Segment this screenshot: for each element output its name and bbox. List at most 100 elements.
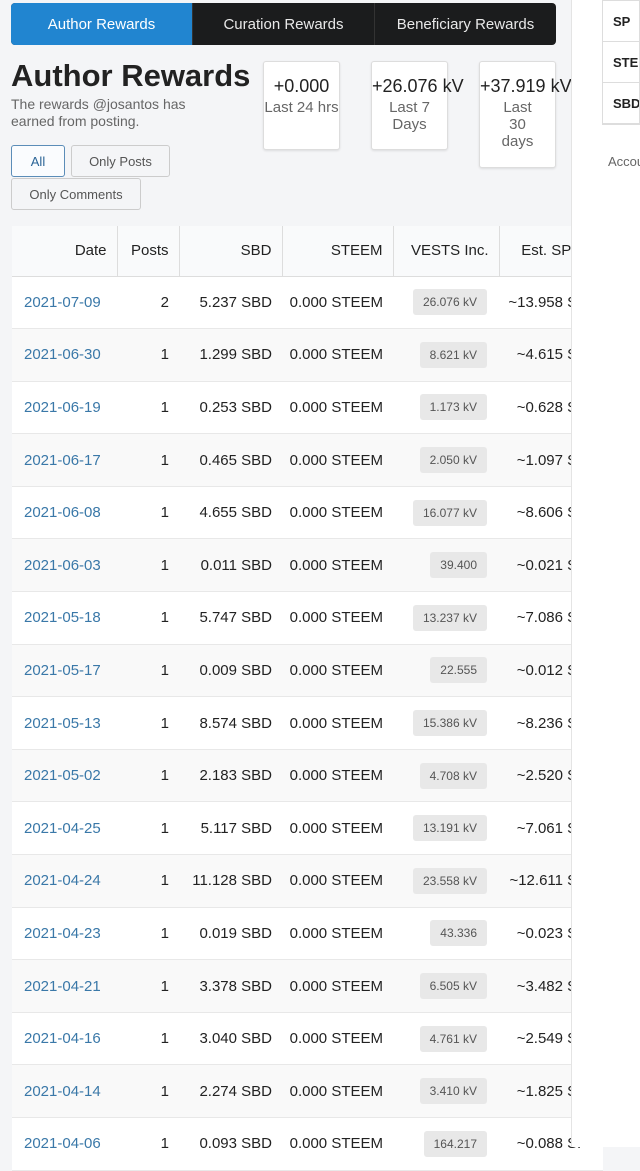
steem-cell: 0.000 STEEM bbox=[282, 801, 393, 856]
posts-cell: 1 bbox=[117, 328, 179, 382]
sbd-cell: 0.019 SBD bbox=[179, 907, 282, 961]
table-row: 2021-06-17 1 0.465 SBD 0.000 STEEM 2.050 kV ~… bbox=[12, 433, 603, 487]
table-row: 2021-05-13 1 8.574 SBD 0.000 STEEM 15.386 kV… bbox=[12, 696, 603, 750]
date-link[interactable]: 2021-04-25 bbox=[12, 801, 117, 856]
sbd-cell: 3.040 SBD bbox=[179, 1012, 282, 1066]
table-row: 2021-06-03 1 0.011 SBD 0.000 STEEM 39.400 ~0.… bbox=[12, 538, 603, 593]
table-row: 2021-06-19 1 0.253 SBD 0.000 STEEM 1.173 kV ~… bbox=[12, 381, 603, 435]
steem-cell: 0.000 STEEM bbox=[282, 486, 393, 540]
stat-label: Last 30 days bbox=[501, 99, 534, 150]
table-row: 2021-06-08 1 4.655 SBD 0.000 STEEM 16.077 kV… bbox=[12, 486, 603, 540]
column-header[interactable]: VESTS Inc. bbox=[393, 226, 500, 277]
date-link[interactable]: 2021-05-02 bbox=[12, 749, 117, 803]
date-link[interactable]: 2021-04-06 bbox=[12, 1117, 117, 1171]
vests-cell: 26.076 kV bbox=[393, 276, 499, 330]
vests-badge: 13.237 kV bbox=[412, 604, 487, 631]
vests-badge: 13.191 kV bbox=[412, 815, 487, 842]
date-link[interactable]: 2021-06-08 bbox=[12, 486, 117, 540]
page-title: Author Rewards bbox=[11, 58, 251, 93]
sbd-cell: 2.274 SBD bbox=[179, 1064, 282, 1118]
date-link[interactable]: 2021-05-17 bbox=[12, 644, 117, 698]
date-link[interactable]: 2021-05-18 bbox=[12, 591, 117, 645]
date-link[interactable]: 2021-06-30 bbox=[12, 328, 117, 382]
vests-badge: 23.558 kV bbox=[412, 867, 487, 894]
rewards-tabs: Author Rewards Curation Rewards Benefici… bbox=[11, 3, 556, 45]
vests-badge: 2.050 kV bbox=[419, 447, 487, 474]
page-subtitle: The rewards @josantos has earned from po… bbox=[11, 96, 186, 129]
vests-cell: 16.077 kV bbox=[393, 486, 499, 540]
sbd-cell: 1.299 SBD bbox=[179, 328, 282, 382]
vests-cell: 43.336 bbox=[393, 907, 499, 961]
vests-cell: 15.386 kV bbox=[393, 696, 499, 750]
vests-badge: 6.505 kV bbox=[419, 973, 487, 1000]
date-link[interactable]: 2021-06-19 bbox=[12, 381, 117, 435]
sbd-cell: 0.253 SBD bbox=[179, 381, 282, 435]
vests-badge: 4.761 kV bbox=[419, 1025, 487, 1052]
column-header[interactable]: Date bbox=[12, 226, 118, 277]
vests-cell: 2.050 kV bbox=[393, 433, 499, 487]
vests-cell: 3.410 kV bbox=[393, 1064, 499, 1118]
vests-badge: 39.400 bbox=[430, 552, 487, 579]
date-link[interactable]: 2021-06-03 bbox=[12, 538, 117, 593]
sbd-cell: 5.117 SBD bbox=[179, 801, 282, 856]
date-link[interactable]: 2021-04-23 bbox=[12, 907, 117, 961]
vests-cell: 39.400 bbox=[393, 538, 499, 593]
table-row: 2021-05-18 1 5.747 SBD 0.000 STEEM 13.237 kV… bbox=[12, 591, 603, 645]
vests-cell: 4.708 kV bbox=[393, 749, 499, 803]
column-header[interactable]: Posts bbox=[117, 226, 180, 277]
posts-cell: 1 bbox=[117, 538, 179, 593]
balance-row-sp: SP bbox=[603, 1, 639, 42]
tab-beneficiary-rewards[interactable]: Beneficiary Rewards bbox=[374, 3, 556, 45]
posts-cell: 1 bbox=[117, 696, 179, 750]
steem-cell: 0.000 STEEM bbox=[282, 1012, 393, 1066]
date-link[interactable]: 2021-04-21 bbox=[12, 959, 117, 1013]
stat-last-24h: +0.000 Last 24 hrs bbox=[263, 61, 340, 150]
steem-cell: 0.000 STEEM bbox=[282, 959, 393, 1013]
table-row: 2021-05-17 1 0.009 SBD 0.000 STEEM 22.555 ~0.… bbox=[12, 644, 603, 698]
tab-curation-rewards[interactable]: Curation Rewards bbox=[192, 3, 374, 45]
date-link[interactable]: 2021-05-13 bbox=[12, 696, 117, 750]
table-row: 2021-04-21 1 3.378 SBD 0.000 STEEM 6.505 kV ~… bbox=[12, 959, 603, 1013]
column-header[interactable]: SBD bbox=[179, 226, 283, 277]
date-link[interactable]: 2021-07-09 bbox=[12, 276, 117, 330]
filter-all-button[interactable]: All bbox=[11, 145, 65, 177]
steem-cell: 0.000 STEEM bbox=[282, 433, 393, 487]
steem-cell: 0.000 STEEM bbox=[282, 276, 393, 330]
table-row: 2021-07-09 2 5.237 SBD 0.000 STEEM 26.076 kV… bbox=[12, 276, 603, 330]
steem-cell: 0.000 STEEM bbox=[282, 696, 393, 750]
main-panel: Author Rewards Curation Rewards Benefici… bbox=[11, 3, 603, 1171]
date-link[interactable]: 2021-04-16 bbox=[12, 1012, 117, 1066]
vests-cell: 13.237 kV bbox=[393, 591, 499, 645]
date-link[interactable]: 2021-06-17 bbox=[12, 433, 117, 487]
sbd-cell: 8.574 SBD bbox=[179, 696, 282, 750]
stat-value: +37.919 kV bbox=[480, 76, 572, 96]
date-link[interactable]: 2021-04-14 bbox=[12, 1064, 117, 1118]
filter-only-comments-button[interactable]: Only Comments bbox=[11, 178, 141, 210]
vests-badge: 164.217 bbox=[423, 1130, 487, 1157]
sbd-cell: 0.465 SBD bbox=[179, 433, 282, 487]
posts-cell: 1 bbox=[117, 959, 179, 1013]
posts-cell: 1 bbox=[117, 1064, 179, 1118]
filter-only-posts-button[interactable]: Only Posts bbox=[71, 145, 170, 177]
steem-cell: 0.000 STEEM bbox=[282, 749, 393, 803]
vests-badge: 26.076 kV bbox=[412, 289, 487, 316]
balance-row-sbd: SBD bbox=[603, 83, 639, 124]
steem-cell: 0.000 STEEM bbox=[282, 854, 393, 908]
vests-badge: 16.077 kV bbox=[412, 499, 487, 526]
steem-cell: 0.000 STEEM bbox=[282, 381, 393, 435]
vests-badge: 8.621 kV bbox=[419, 341, 487, 368]
vests-cell: 6.505 kV bbox=[393, 959, 499, 1013]
tab-author-rewards[interactable]: Author Rewards bbox=[11, 3, 192, 45]
steem-cell: 0.000 STEEM bbox=[282, 907, 393, 961]
column-header[interactable]: STEEM bbox=[282, 226, 394, 277]
date-link[interactable]: 2021-04-24 bbox=[12, 854, 117, 908]
table-row: 2021-04-25 1 5.117 SBD 0.000 STEEM 13.191 kV… bbox=[12, 801, 603, 856]
steem-cell: 0.000 STEEM bbox=[282, 1064, 393, 1118]
vests-badge: 3.410 kV bbox=[419, 1078, 487, 1105]
rewards-table: Date Posts SBD STEEM VESTS Inc. Est. SP 2021-… bbox=[12, 226, 603, 1171]
table-row: 2021-04-24 1 11.128 SBD 0.000 STEEM 23.558 k… bbox=[12, 854, 603, 908]
vests-badge: 43.336 bbox=[430, 920, 487, 947]
vests-badge: 4.708 kV bbox=[419, 762, 487, 789]
table-row: 2021-04-23 1 0.019 SBD 0.000 STEEM 43.336 ~0.… bbox=[12, 907, 603, 961]
vests-badge: 15.386 kV bbox=[412, 710, 487, 737]
